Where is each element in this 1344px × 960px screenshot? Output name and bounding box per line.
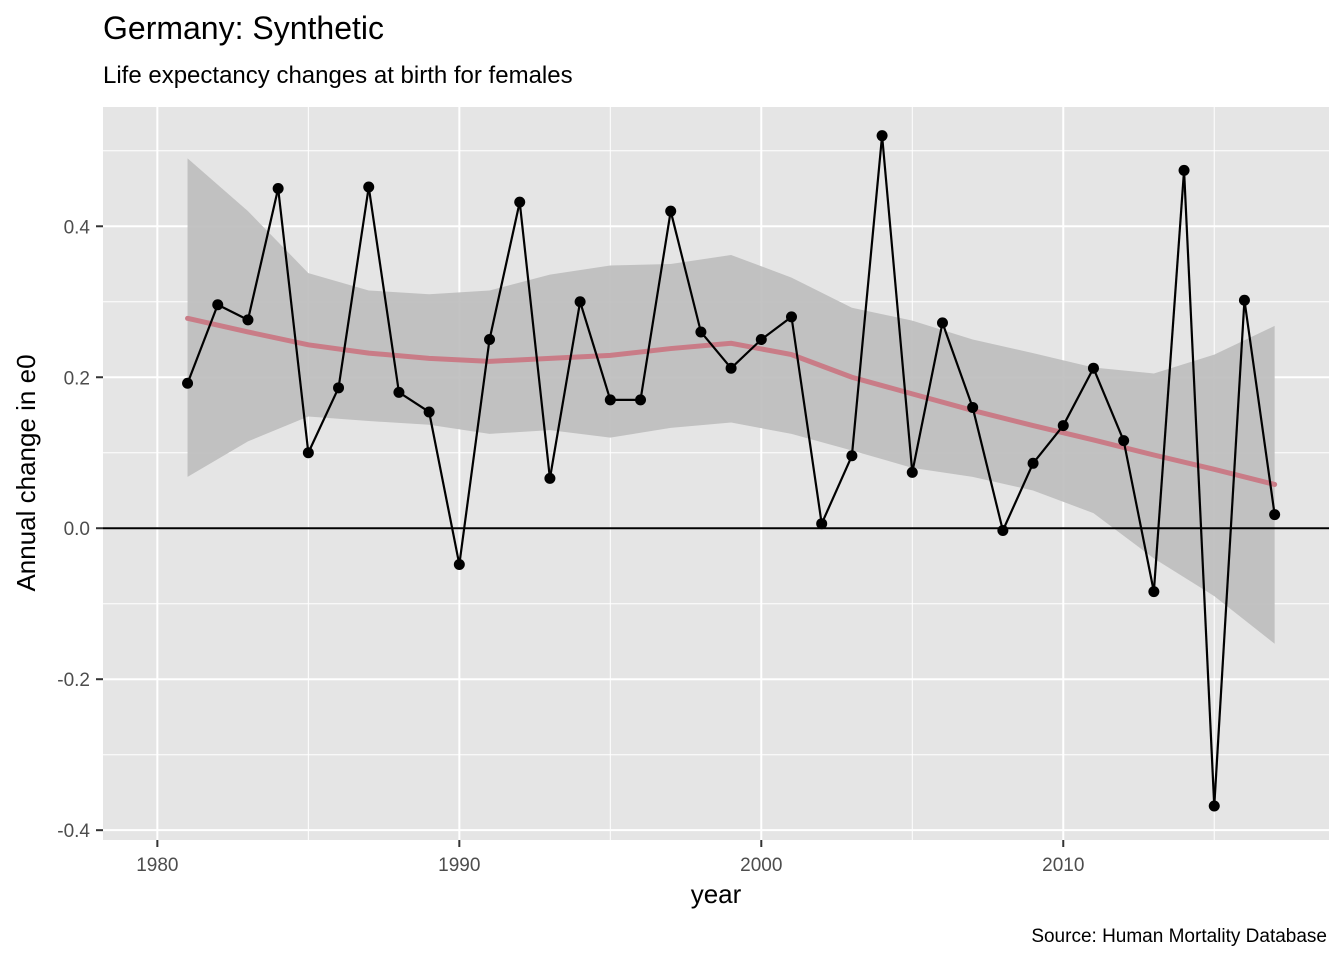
- x-tick-label: 1990: [438, 855, 480, 876]
- series-segment: [428, 411, 461, 565]
- series-segment: [1001, 462, 1035, 531]
- data-point: [363, 181, 375, 193]
- data-point: [212, 299, 224, 311]
- y-tick-label: 0.0: [64, 519, 90, 540]
- data-point: [544, 472, 556, 484]
- x-axis-label: year: [691, 879, 742, 909]
- data-point: [484, 334, 496, 346]
- data-point: [635, 394, 647, 406]
- series-segment: [1032, 424, 1065, 464]
- series-segment: [760, 315, 793, 341]
- x-tick-label: 2000: [740, 855, 782, 876]
- data-point: [785, 311, 797, 323]
- data-point: [423, 406, 435, 418]
- series-segment: [217, 303, 249, 321]
- series-segment: [579, 301, 612, 401]
- data-point: [816, 518, 828, 530]
- data-point: [574, 296, 586, 308]
- data-point: [846, 450, 858, 462]
- y-tick-label: -0.4: [57, 821, 90, 842]
- data-point: [242, 314, 254, 326]
- data-point: [1057, 420, 1069, 432]
- series-segment: [730, 338, 763, 369]
- data-point: [393, 386, 405, 398]
- y-axis-label: Annual change in e0: [11, 354, 41, 591]
- series-segment: [458, 339, 491, 565]
- series-segment: [488, 201, 521, 340]
- data-point: [967, 401, 979, 413]
- data-point: [1178, 164, 1190, 176]
- data-point: [876, 130, 888, 142]
- series-segment: [1182, 170, 1216, 807]
- series-segment: [337, 186, 370, 388]
- series-segment: [639, 211, 672, 401]
- data-point: [453, 558, 465, 570]
- series-segment: [1213, 300, 1246, 807]
- confidence-band: [187, 158, 1275, 644]
- x-axis: 1980 1990 2000 2010: [136, 840, 1084, 876]
- series-segment: [911, 322, 944, 473]
- series-segment: [1092, 367, 1125, 442]
- series-segment: [850, 135, 884, 456]
- data-point: [725, 362, 737, 374]
- data-point: [1269, 509, 1281, 521]
- data-point: [182, 377, 194, 389]
- data-point: [1238, 294, 1250, 306]
- series-segment: [1062, 367, 1095, 427]
- y-tick-label: 0.4: [64, 217, 91, 238]
- y-tick-label: -0.2: [57, 670, 90, 691]
- data-point: [514, 196, 526, 208]
- chart-subtitle: Life expectancy changes at birth for fem…: [103, 62, 573, 89]
- data-point: [1087, 362, 1099, 374]
- series-segment: [971, 407, 1004, 531]
- data-point: [906, 466, 918, 478]
- series-segment: [398, 391, 430, 413]
- x-tick-label: 2010: [1042, 855, 1084, 876]
- smooth-trend-line: [185, 315, 1278, 487]
- series-segment: [1122, 440, 1155, 592]
- series-segment: [1152, 170, 1186, 592]
- series-segment: [790, 316, 823, 524]
- chart-caption: Source: Human Mortality Database: [1031, 926, 1327, 947]
- data-point: [997, 524, 1009, 536]
- data-point: [1148, 586, 1160, 598]
- series-segment: [307, 387, 340, 454]
- series-segment: [518, 201, 552, 479]
- series-line: [186, 135, 1276, 807]
- data-point: [1027, 457, 1039, 469]
- data-point: [1118, 435, 1130, 447]
- data-point: [604, 394, 616, 406]
- series-segment: [1243, 300, 1276, 515]
- series-points: [182, 130, 1281, 812]
- series-segment: [548, 301, 582, 479]
- series-segment: [246, 188, 280, 321]
- y-tick-label: 0.2: [64, 368, 90, 389]
- series-segment: [367, 186, 401, 393]
- data-point: [272, 183, 284, 195]
- series-segment: [941, 322, 974, 408]
- series-segment: [820, 455, 853, 525]
- data-point: [755, 334, 767, 346]
- data-point: [936, 317, 948, 329]
- chart-title: Germany: Synthetic: [103, 10, 384, 46]
- x-tick-label: 1980: [136, 855, 178, 876]
- series-segment: [669, 210, 702, 333]
- y-axis: -0.4 -0.2 0.0 0.2 0.4: [57, 217, 103, 842]
- data-point: [1208, 800, 1220, 812]
- data-point: [695, 326, 707, 338]
- series-segment: [277, 188, 310, 453]
- data-point: [333, 382, 345, 394]
- series-segment: [186, 304, 219, 384]
- data-point: [665, 205, 677, 217]
- data-point: [302, 447, 314, 459]
- series-segment: [880, 135, 914, 473]
- series-segment: [700, 331, 732, 369]
